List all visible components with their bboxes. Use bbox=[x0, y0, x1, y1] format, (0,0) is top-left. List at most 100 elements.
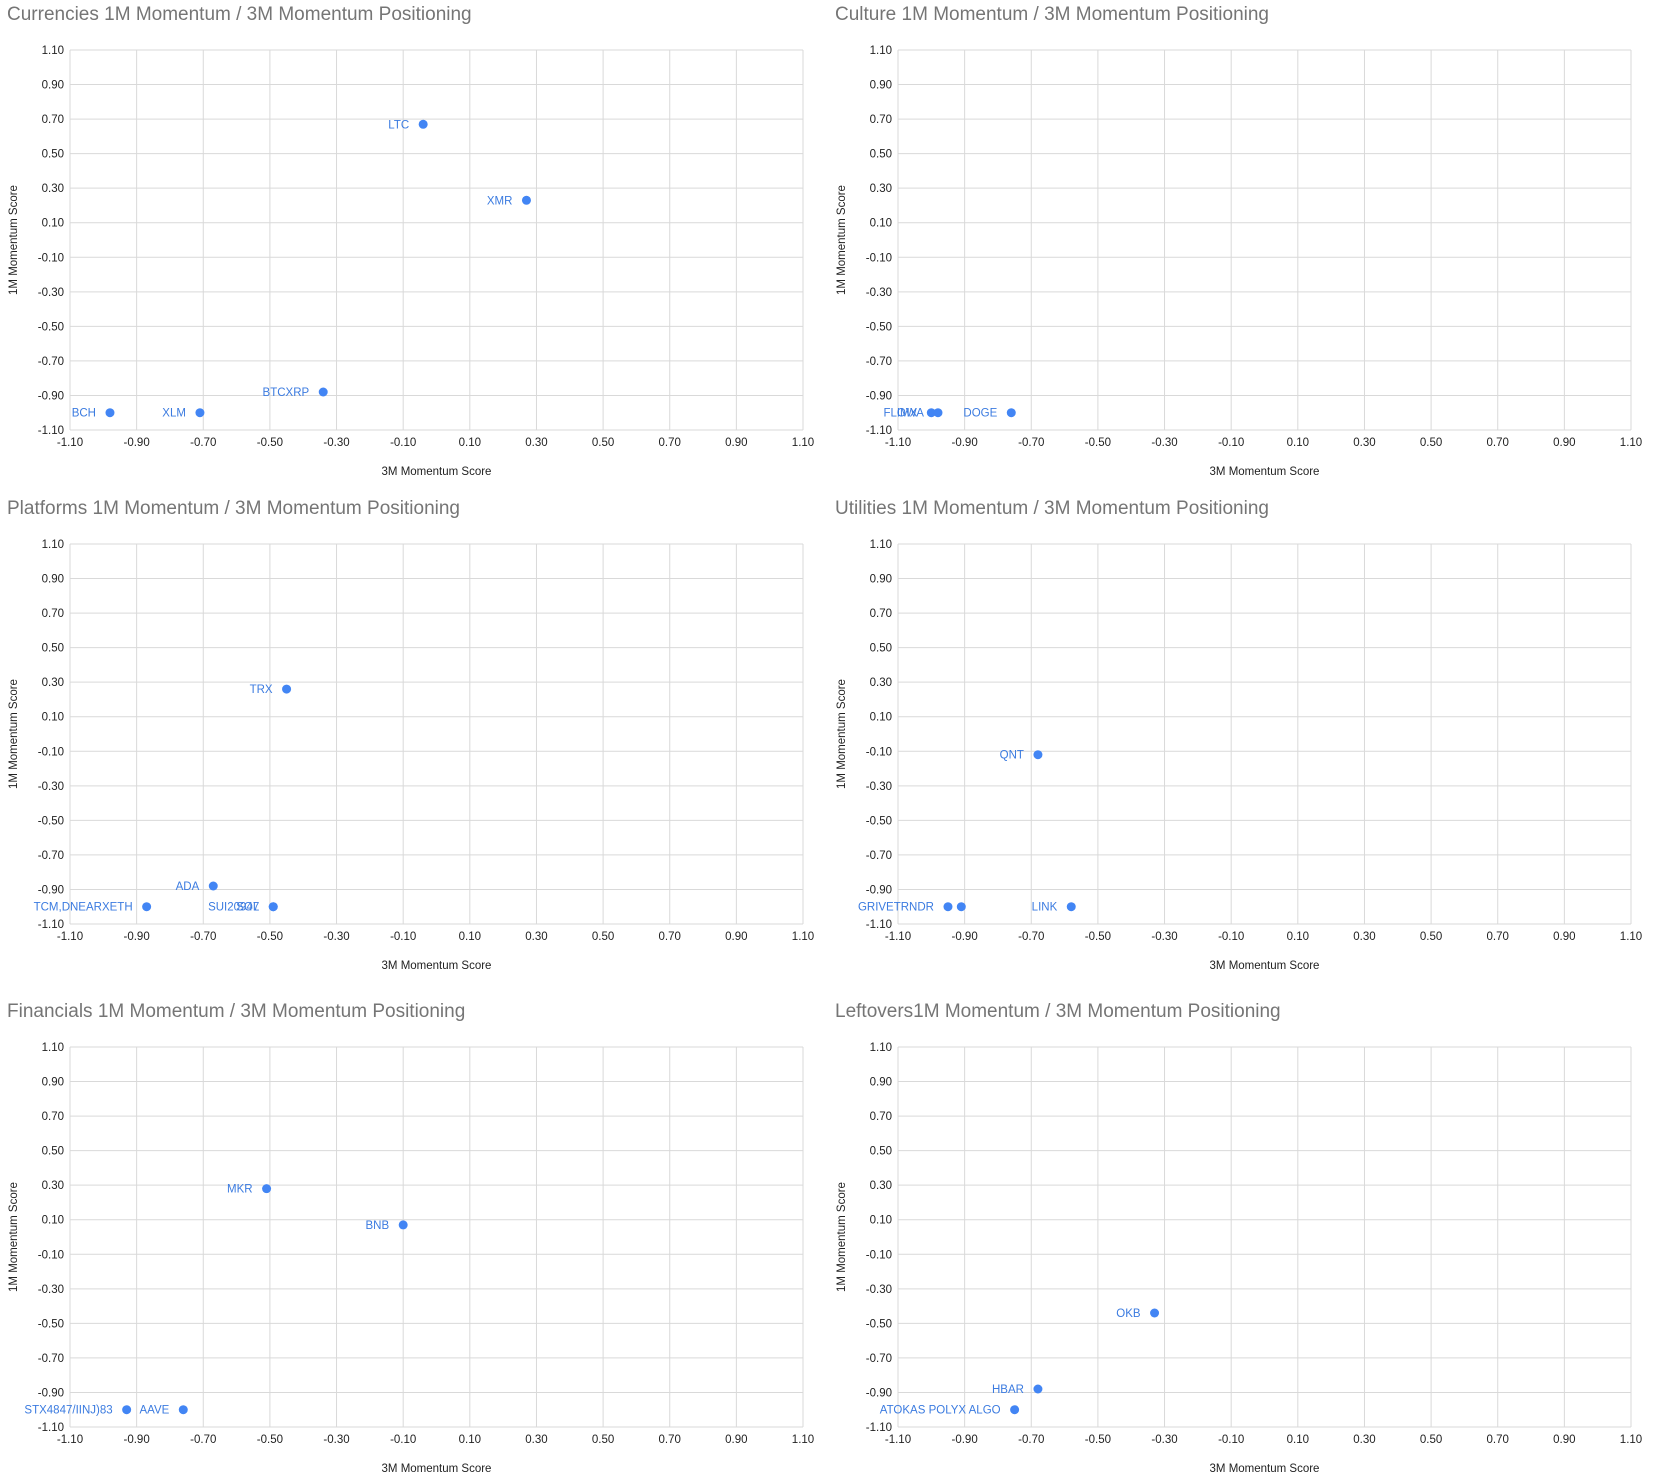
data-label: ADA bbox=[176, 881, 200, 893]
x-tick-label: 0.50 bbox=[592, 437, 614, 449]
y-tick-label: -1.10 bbox=[866, 425, 892, 437]
y-axis-title: 1M Momentum Score bbox=[836, 185, 848, 295]
gridlines bbox=[69, 49, 804, 431]
x-tick-label: -0.90 bbox=[952, 437, 978, 449]
y-tick-label: -0.30 bbox=[866, 1284, 892, 1296]
data-point bbox=[122, 1405, 132, 1415]
y-tick-label: 0.50 bbox=[870, 643, 892, 655]
x-tick-label: -0.10 bbox=[1218, 1434, 1244, 1446]
y-tick-label: -0.90 bbox=[38, 390, 64, 402]
data-point bbox=[208, 881, 218, 891]
x-tick-label: -0.70 bbox=[1018, 931, 1044, 943]
x-axis-title: 3M Momentum Score bbox=[382, 1463, 492, 1475]
x-tick-label: -1.10 bbox=[57, 1434, 83, 1446]
y-axis-title: 1M Momentum Score bbox=[8, 679, 20, 789]
chart-title: Culture 1M Momentum / 3M Momentum Positi… bbox=[835, 4, 1269, 25]
y-tick-label: -0.70 bbox=[38, 356, 64, 368]
y-tick-label: 0.90 bbox=[870, 80, 892, 92]
data-point bbox=[195, 408, 205, 418]
y-tick-label: 0.50 bbox=[870, 1146, 892, 1158]
x-tick-label: 0.70 bbox=[1487, 1434, 1509, 1446]
y-tick-label: 0.50 bbox=[42, 1146, 64, 1158]
data-label: MKR bbox=[227, 1184, 253, 1196]
data-label: DOGE bbox=[963, 408, 997, 420]
y-tick-label: 0.90 bbox=[42, 574, 64, 586]
y-tick-label: 0.30 bbox=[870, 1180, 892, 1192]
data-label: ATOKAS POLYX ALGO bbox=[880, 1405, 1001, 1417]
y-tick-label: -0.70 bbox=[38, 1353, 64, 1365]
data-label: FLOWA bbox=[884, 408, 925, 420]
y-tick-label: -0.50 bbox=[866, 1318, 892, 1330]
chart-title: Platforms 1M Momentum / 3M Momentum Posi… bbox=[7, 498, 460, 519]
x-tick-label: -0.70 bbox=[1018, 437, 1044, 449]
x-tick-label: 0.90 bbox=[725, 437, 747, 449]
y-tick-label: -0.70 bbox=[866, 356, 892, 368]
y-tick-label: 0.70 bbox=[42, 114, 64, 126]
y-tick-label: -0.50 bbox=[866, 815, 892, 827]
scatter-chart-currencies: -1.10-1.10 -0.90 -0.90 -0.70 -0.70 -0.50 -0.50… bbox=[8, 45, 814, 478]
x-tick-label: 0.30 bbox=[525, 437, 547, 449]
y-tick-label: -0.50 bbox=[38, 815, 64, 827]
y-tick-label: 0.10 bbox=[870, 712, 892, 724]
x-tick-label: -0.50 bbox=[1085, 437, 1111, 449]
x-tick-label: -0.30 bbox=[323, 1434, 349, 1446]
y-tick-label: 0.70 bbox=[870, 608, 892, 620]
x-tick-label: 1.10 bbox=[1620, 1434, 1642, 1446]
x-tick-label: -0.70 bbox=[190, 437, 216, 449]
y-tick-label: 1.10 bbox=[870, 1042, 892, 1054]
y-tick-label: 0.50 bbox=[42, 149, 64, 161]
y-axis-title: 1M Momentum Score bbox=[836, 1182, 848, 1292]
x-tick-label: -0.90 bbox=[124, 1434, 150, 1446]
y-tick-label: -0.10 bbox=[38, 1249, 64, 1261]
x-tick-label: -1.10 bbox=[57, 931, 83, 943]
data-label: TRX bbox=[250, 684, 273, 696]
data-label: AAVE bbox=[139, 1405, 169, 1417]
x-tick-label: -0.30 bbox=[1151, 931, 1177, 943]
y-tick-label: 0.90 bbox=[42, 1077, 64, 1089]
x-axis-title: 3M Momentum Score bbox=[1210, 1463, 1320, 1475]
y-tick-label: -0.90 bbox=[866, 390, 892, 402]
data-point bbox=[956, 902, 966, 912]
y-tick-label: 1.10 bbox=[42, 1042, 64, 1054]
x-tick-label: -0.50 bbox=[257, 437, 283, 449]
y-tick-label: -0.50 bbox=[38, 321, 64, 333]
x-tick-label: 0.70 bbox=[1487, 437, 1509, 449]
x-tick-label: 0.90 bbox=[1553, 437, 1575, 449]
y-tick-label: -1.10 bbox=[38, 919, 64, 931]
y-tick-label: 0.90 bbox=[870, 574, 892, 586]
x-tick-label: 0.90 bbox=[1553, 931, 1575, 943]
y-tick-label: -1.10 bbox=[866, 919, 892, 931]
x-tick-label: 0.50 bbox=[1420, 437, 1442, 449]
data-label: GRIVETRNDR bbox=[858, 902, 934, 914]
x-tick-label: 1.10 bbox=[792, 437, 814, 449]
x-tick-label: 1.10 bbox=[792, 1434, 814, 1446]
x-tick-label: 1.10 bbox=[1620, 931, 1642, 943]
x-tick-label: 0.50 bbox=[592, 1434, 614, 1446]
y-tick-label: 0.30 bbox=[870, 183, 892, 195]
y-tick-label: -0.70 bbox=[866, 850, 892, 862]
data-label: XLM bbox=[162, 408, 186, 420]
x-tick-label: 0.50 bbox=[1420, 1434, 1442, 1446]
x-tick-label: 0.30 bbox=[525, 1434, 547, 1446]
x-tick-label: 0.90 bbox=[1553, 1434, 1575, 1446]
x-tick-label: -0.30 bbox=[323, 931, 349, 943]
data-label: LINK bbox=[1032, 902, 1058, 914]
data-point bbox=[282, 684, 292, 694]
data-label: SOL bbox=[236, 902, 260, 914]
x-tick-label: -0.70 bbox=[1018, 1434, 1044, 1446]
y-tick-label: -0.10 bbox=[866, 252, 892, 264]
x-tick-label: -0.90 bbox=[952, 1434, 978, 1446]
x-tick-label: 0.30 bbox=[1353, 1434, 1375, 1446]
chart-panel-platforms: Platforms 1M Momentum / 3M Momentum Posi… bbox=[0, 494, 828, 972]
y-tick-label: 0.50 bbox=[870, 149, 892, 161]
data-point bbox=[943, 902, 953, 912]
x-tick-label: -0.30 bbox=[1151, 1434, 1177, 1446]
x-axis-title: 3M Momentum Score bbox=[382, 466, 492, 478]
data-label: OKB bbox=[1116, 1308, 1141, 1320]
x-tick-label: -0.50 bbox=[1085, 1434, 1111, 1446]
y-tick-label: -0.10 bbox=[866, 1249, 892, 1261]
y-tick-label: -0.70 bbox=[866, 1353, 892, 1365]
chart-title: Leftovers1M Momentum / 3M Momentum Posit… bbox=[835, 1001, 1281, 1022]
data-label: XMR bbox=[487, 195, 513, 207]
data-point bbox=[1033, 750, 1043, 760]
